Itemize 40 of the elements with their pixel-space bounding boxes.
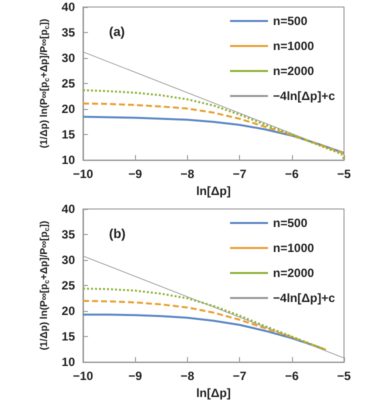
- y-tick-label: 10: [62, 153, 76, 168]
- y-tick-label: 40: [62, 202, 76, 216]
- legend-label: −4ln[Δp]+c: [273, 291, 336, 305]
- legend-label: −4ln[Δp]+c: [273, 89, 336, 103]
- legend-label: n=500: [273, 216, 308, 230]
- y-tick-label: 20: [62, 304, 76, 318]
- x-tick-label: −7: [232, 369, 247, 384]
- legend-label: n=2000: [273, 64, 314, 78]
- x-tick-label: −7: [232, 167, 247, 182]
- x-tick-label: −5: [337, 369, 352, 384]
- y-tick-label: 25: [62, 76, 76, 91]
- legend-label: n=1000: [273, 39, 314, 53]
- x-tick-label: −6: [284, 369, 299, 384]
- y-tick-label: 35: [62, 26, 76, 40]
- legend-label: n=2000: [273, 266, 314, 280]
- x-tick-label: −6: [284, 167, 299, 182]
- x-axis-title: ln[Δp]: [196, 386, 231, 400]
- legend-label: n=1000: [273, 241, 314, 255]
- x-tick-label: −10: [72, 167, 94, 182]
- y-tick-label: 20: [62, 102, 76, 116]
- y-tick-label: 30: [62, 51, 76, 66]
- line-series: [82, 102, 345, 154]
- y-tick-label: 40: [62, 0, 76, 14]
- y-tick-label: 15: [62, 330, 76, 344]
- y-tick-label: 30: [62, 253, 76, 268]
- x-axis-title: ln[Δp]: [196, 184, 231, 198]
- text: (a): [109, 24, 125, 39]
- y-tick-label: 15: [62, 128, 76, 142]
- text: (b): [109, 226, 126, 241]
- y-tick-label: 35: [62, 228, 76, 242]
- x-tick-label: −9: [128, 369, 142, 384]
- x-tick-label: −5: [337, 167, 352, 182]
- x-tick-label: −8: [180, 369, 195, 384]
- x-tick-label: −10: [72, 369, 94, 384]
- y-tick-label: 10: [62, 355, 76, 370]
- legend-label: n=500: [273, 14, 308, 28]
- y-tick-label: 25: [62, 278, 76, 293]
- line-series: [82, 116, 345, 154]
- x-tick-label: −9: [128, 167, 142, 182]
- x-tick-label: −8: [180, 167, 195, 182]
